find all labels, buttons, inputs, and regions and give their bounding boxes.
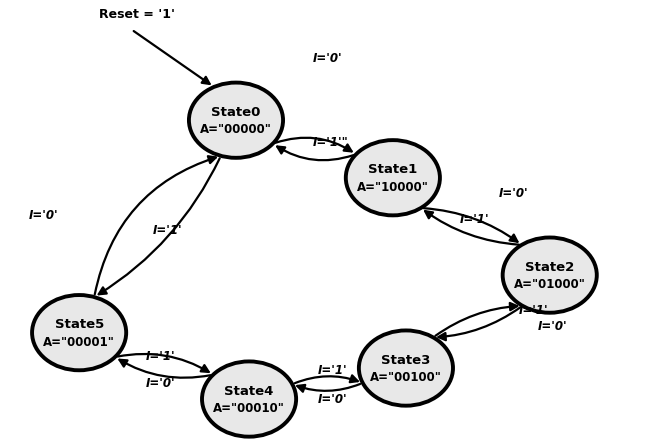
Text: Reset = '1': Reset = '1' bbox=[99, 8, 175, 20]
Text: I='0': I='0' bbox=[499, 187, 529, 200]
Text: A="10000": A="10000" bbox=[357, 181, 429, 194]
Text: I='0': I='0' bbox=[538, 320, 568, 333]
Text: I='1': I='1' bbox=[146, 350, 176, 364]
Ellipse shape bbox=[502, 238, 597, 313]
Ellipse shape bbox=[346, 140, 440, 215]
Text: I='1': I='1' bbox=[153, 224, 182, 238]
Text: State5: State5 bbox=[54, 318, 103, 331]
Text: State0: State0 bbox=[212, 106, 261, 119]
Text: I='0': I='0' bbox=[318, 392, 348, 405]
Text: State3: State3 bbox=[381, 353, 430, 367]
Text: A="00000": A="00000" bbox=[200, 123, 272, 136]
Ellipse shape bbox=[189, 83, 283, 158]
Text: I='1': I='1' bbox=[460, 213, 489, 226]
Ellipse shape bbox=[202, 361, 296, 436]
Ellipse shape bbox=[359, 330, 453, 406]
Ellipse shape bbox=[32, 295, 126, 370]
Text: I='0': I='0' bbox=[28, 209, 58, 222]
Text: A="00010": A="00010" bbox=[213, 402, 285, 415]
Text: I='1': I='1' bbox=[519, 304, 548, 317]
Text: I='0': I='0' bbox=[312, 52, 343, 65]
Text: State1: State1 bbox=[368, 163, 417, 176]
Text: I='1'": I='1'" bbox=[313, 136, 348, 149]
Text: A="00001": A="00001" bbox=[43, 336, 115, 349]
Text: State4: State4 bbox=[225, 385, 274, 397]
Text: I='0': I='0' bbox=[146, 377, 176, 390]
Text: I='1': I='1' bbox=[318, 364, 348, 377]
Text: A="00100": A="00100" bbox=[370, 371, 442, 385]
Text: State2: State2 bbox=[525, 261, 574, 274]
Text: A="01000": A="01000" bbox=[514, 278, 586, 291]
